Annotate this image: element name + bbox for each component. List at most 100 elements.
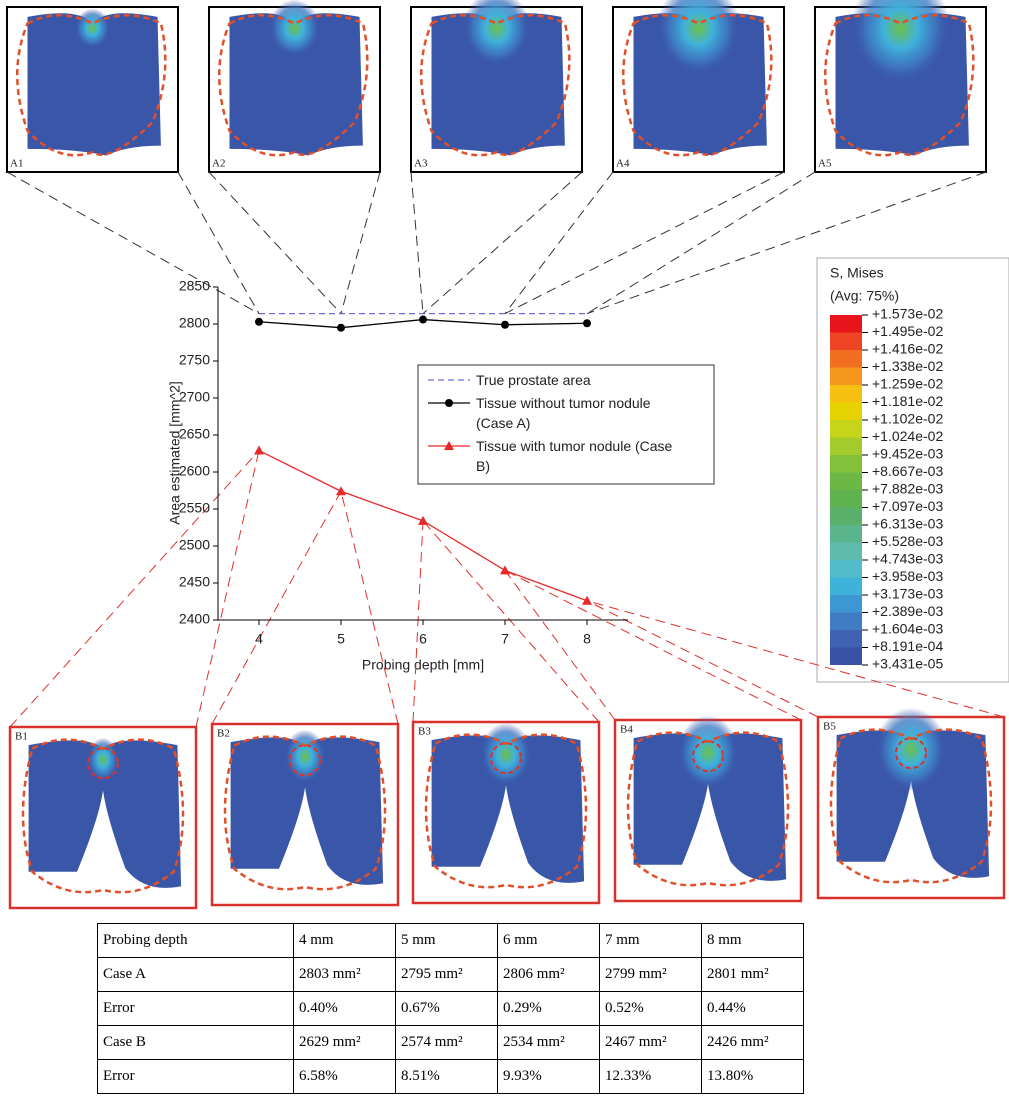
colorbar-label: +1.416e-02 — [872, 341, 943, 357]
colorbar-label: +8.667e-03 — [872, 463, 943, 479]
legend-label: Tissue without tumor nodule (Case A) — [476, 393, 688, 433]
x-tick-label: 6 — [419, 631, 427, 647]
connector — [209, 172, 341, 314]
colorbar-band — [830, 473, 862, 491]
colorbar-band — [830, 420, 862, 438]
results-table: Probing depth4 mm5 mm6 mm7 mm8 mmCase A2… — [97, 923, 804, 1094]
stress-blob — [875, 708, 947, 792]
colorbar-label: +1.181e-02 — [872, 393, 943, 409]
y-tick-label: 2600 — [179, 463, 210, 479]
table-cell: 2574 mm² — [396, 1026, 498, 1060]
colorbar-subtitle: (Avg: 75%) — [830, 288, 899, 304]
panel-label: A3 — [414, 158, 428, 170]
colorbar-label: +5.528e-03 — [872, 533, 943, 549]
table-cell: 2467 mm² — [600, 1026, 702, 1060]
point — [582, 596, 592, 605]
panel-label: B5 — [823, 721, 836, 733]
connector — [505, 570, 801, 720]
colorbar-band — [830, 578, 862, 596]
table-cell: 9.93% — [498, 1060, 600, 1094]
colorbar-label: +1.495e-02 — [872, 323, 943, 339]
connector — [423, 521, 599, 722]
colorbar-label: +4.743e-03 — [872, 551, 943, 567]
colorbar-band — [830, 630, 862, 648]
panel-label: B3 — [418, 726, 431, 738]
connector — [505, 172, 784, 314]
table-cell: Error — [98, 1060, 294, 1094]
connector — [423, 172, 582, 314]
table-cell: 13.80% — [702, 1060, 804, 1094]
stress-blob — [75, 8, 111, 48]
colorbar-title: S, Mises — [830, 265, 884, 281]
colorbar-label: +1.102e-02 — [872, 411, 943, 427]
table-cell: Error — [98, 992, 294, 1026]
connector — [341, 172, 380, 314]
point — [583, 319, 591, 327]
y-tick-label: 2500 — [179, 537, 210, 553]
colorbar-label: +7.097e-03 — [872, 498, 943, 514]
x-tick-label: 4 — [255, 631, 263, 647]
colorbar-label: +1.573e-02 — [872, 306, 943, 322]
colorbar-label: +9.452e-03 — [872, 446, 943, 462]
connector — [411, 172, 423, 314]
connector — [212, 491, 341, 724]
table-cell: 2806 mm² — [498, 958, 600, 992]
colorbar-band — [830, 455, 862, 473]
panel-label: B4 — [620, 724, 633, 736]
colorbar-band — [830, 350, 862, 368]
colorbar-label: +1.024e-02 — [872, 428, 943, 444]
table-cell: 0.44% — [702, 992, 804, 1026]
point — [418, 516, 428, 525]
colorbar-label: +7.882e-03 — [872, 481, 943, 497]
colorbar-label: +3.431e-05 — [872, 656, 943, 672]
table-cell: 2426 mm² — [702, 1026, 804, 1060]
connector — [413, 521, 423, 722]
colorbar-band — [830, 368, 862, 386]
colorbar-band — [830, 613, 862, 631]
colorbar-label: +8.191e-04 — [872, 638, 943, 654]
legend-label: Tissue with tumor nodule (Case B) — [476, 436, 688, 476]
panel-label: B2 — [217, 728, 230, 740]
colorbar-band — [830, 560, 862, 578]
y-tick-label: 2450 — [179, 574, 210, 590]
point — [254, 446, 264, 455]
table-cell: Probing depth — [98, 924, 294, 958]
table-cell: 6 mm — [498, 924, 600, 958]
point — [337, 324, 345, 332]
point — [336, 486, 346, 495]
x-tick-label: 8 — [583, 631, 591, 647]
colorbar-band — [830, 333, 862, 351]
connector — [587, 601, 818, 717]
table-cell: 5 mm — [396, 924, 498, 958]
page: Probing depth [mm] Area estimated [mm^2]… — [0, 0, 1009, 1100]
y-tick-label: 2400 — [179, 611, 210, 627]
colorbar-band — [830, 490, 862, 508]
point — [419, 316, 427, 324]
stress-blob — [480, 723, 532, 787]
table-cell: 2803 mm² — [294, 958, 396, 992]
colorbar-label: +1.338e-02 — [872, 358, 943, 374]
colorbar-band — [830, 543, 862, 561]
stress-blob — [677, 716, 739, 790]
point — [501, 321, 509, 329]
y-tick-label: 2650 — [179, 426, 210, 442]
panel-label: A1 — [10, 158, 23, 170]
y-tick-label: 2700 — [179, 389, 210, 405]
panel-label: A2 — [212, 158, 225, 170]
y-tick-label: 2750 — [179, 352, 210, 368]
table-cell: 12.33% — [600, 1060, 702, 1094]
y-tick-label: 2850 — [179, 278, 210, 294]
table-cell: 0.67% — [396, 992, 498, 1026]
legend-marker — [445, 399, 453, 407]
connector — [505, 570, 615, 720]
colorbar-band — [830, 595, 862, 613]
panel-label: A5 — [818, 158, 832, 170]
connector — [341, 491, 398, 724]
point — [255, 318, 263, 326]
table-cell: 2795 mm² — [396, 958, 498, 992]
legend-label: True prostate area — [476, 370, 688, 390]
